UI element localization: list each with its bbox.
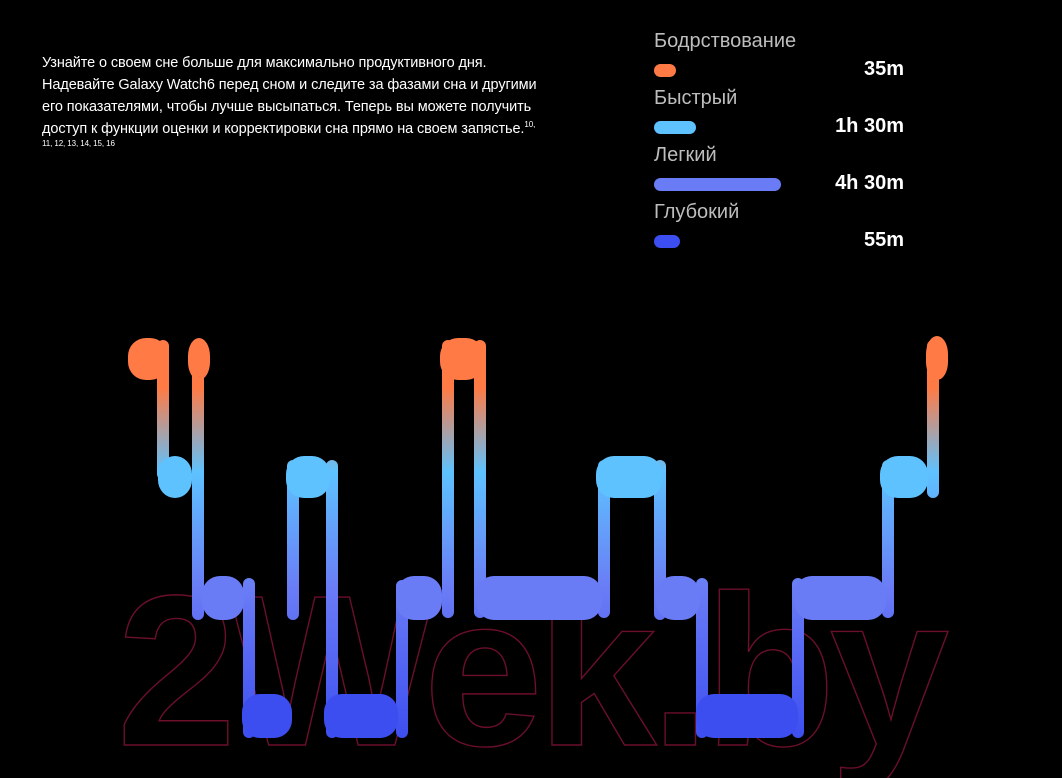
hypnogram-block-light [396,576,442,620]
legend-label-rem: Быстрый [654,87,738,109]
intro-paragraph: Узнайте о своем сне больше для максималь… [42,55,537,137]
hypnogram-block-awake [440,338,484,380]
legend-bar-deep [654,235,680,248]
hypnogram-block-light [476,576,602,620]
legend-label-awake: Бодрствование [654,30,797,52]
hypnogram-block-awake [926,336,948,380]
legend-row-light: Легкий 4h 30m [654,144,914,201]
hypnogram-connector [396,580,408,738]
hypnogram-block-deep [696,694,798,738]
footnote-refs-inline: 10, [524,120,536,130]
hypnogram-connector [474,340,486,618]
hypnogram-connector [326,460,338,738]
hypnogram-block-deep [324,694,398,738]
hypnogram-connector [192,340,204,620]
hypnogram-block-awake [188,338,210,380]
hypnogram-block-rem [596,456,662,498]
hypnogram-connector [442,340,454,618]
legend-value-rem: 1h 30m [835,115,904,137]
legend-row-rem: Быстрый 1h 30m [654,87,914,144]
footnote-refs-line: 11, 12, 13, 14, 15, 16 [42,139,115,148]
hypnogram-block-light [656,576,700,620]
hypnogram-connector [792,578,804,738]
legend-value-deep: 55m [863,229,904,251]
legend-value-awake: 35m [863,58,904,80]
legend-row-awake: Бодрствование 35m [654,30,914,87]
legend-label-light: Легкий [654,144,717,166]
hypnogram-block-rem [158,456,192,498]
hypnogram-block-rem [880,456,928,498]
legend-value-light: 4h 30m [835,172,904,194]
intro-text-block: Узнайте о своем сне больше для максималь… [42,52,542,150]
hypnogram-connector [287,460,299,620]
hypnogram-block-deep [242,694,292,738]
legend-bar-light [654,178,781,191]
hypnogram-block-light [794,576,886,620]
hypnogram-segments [128,336,948,738]
legend-row-deep: Глубокий 55m [654,201,914,258]
hypnogram-block-rem [286,456,330,498]
hypnogram-connector [598,460,610,618]
hypnogram-block-light [202,576,244,620]
legend-label-deep: Глубокий [654,201,740,223]
sleep-stage-legend: Бодрствование 35m Быстрый 1h 30m Легкий … [654,30,914,258]
hypnogram-block-awake [128,338,168,380]
legend-bar-awake [654,64,676,77]
legend-bar-rem [654,121,696,134]
hypnogram-connector [882,460,894,618]
